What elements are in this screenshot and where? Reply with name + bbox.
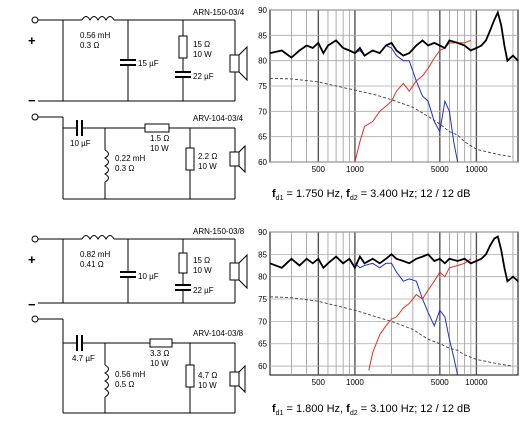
y-tick-label: 75 — [258, 82, 267, 91]
l2-res-label: 0.5 Ω — [115, 380, 134, 389]
l1-res-label: 0.41 Ω — [80, 260, 104, 269]
series-line-tweeter-section — [354, 39, 471, 163]
c-series-label: 10 µF — [70, 139, 91, 148]
x-tick-label: 10000 — [465, 165, 488, 174]
schematic-labels: + − 0.82 mH 0.41 Ω 10 µF 15 Ω 10 W 22 µF… — [28, 227, 245, 390]
y-tick-label: 70 — [258, 317, 267, 326]
y-tick-label: 60 — [258, 362, 267, 371]
crossover-frequency-caption: fd1 = 1.800 Hz, fd2 = 3.100 Hz; 12 / 12 … — [272, 403, 470, 417]
y-tick-label: 85 — [258, 250, 267, 259]
series-line-woofer-section — [354, 262, 459, 376]
frequency-response-chart: 60 65 70 75 80 85 90 500 1000 5000 10000 — [258, 228, 519, 387]
l2-value-label: 0.22 mH — [115, 154, 145, 163]
tweeter-model-label: ARN-150-03/8 — [193, 227, 245, 236]
schematic-labels: + − 0.56 mH 0.3 Ω 15 µF 15 Ω 10 W 22 µF … — [28, 8, 245, 173]
inductor-l2 — [103, 149, 109, 183]
c-shunt-label: 10 µF — [138, 272, 159, 281]
resistor-series — [144, 123, 170, 133]
series-line-tweeter-section — [368, 258, 472, 371]
series-line-impedance — [269, 296, 514, 367]
panel-svg: + − 0.82 mH 0.41 Ω 10 µF 15 Ω 10 W 22 µF… — [28, 227, 519, 417]
l1-res-label: 0.3 Ω — [80, 41, 99, 50]
r-load-value-label: 2.2 Ω — [198, 152, 217, 161]
y-tick-label: 80 — [258, 273, 267, 282]
y-tick-label: 90 — [258, 6, 267, 15]
woofer-speaker-icon — [229, 151, 240, 167]
y-tick-label: 75 — [258, 295, 267, 304]
crossover-panel-4ohm: + − 0.56 mH 0.3 Ω 15 µF 15 Ω 10 W 22 µF … — [0, 0, 532, 215]
r-series-power-label: 10 W — [150, 359, 169, 368]
r-load-value-label: 4.7 Ω — [198, 371, 217, 380]
woofer-model-label: ARV-104-03/4 — [193, 114, 244, 123]
y-tick-label: 90 — [258, 228, 267, 237]
r-load-power-label: 10 W — [198, 162, 217, 171]
c-bypass-label: 22 µF — [193, 286, 214, 295]
r-series-value-label: 3.3 Ω — [150, 349, 169, 358]
r-load-power-label: 10 W — [198, 381, 217, 390]
input-minus-terminal — [31, 113, 39, 121]
c-bypass-label: 22 µF — [193, 72, 214, 81]
crossover-schematic — [31, 16, 248, 200]
r-series-power-label: 10 W — [150, 144, 169, 153]
x-tick-label: 1000 — [346, 378, 364, 387]
minus-sign: − — [28, 93, 36, 108]
series-line-total — [269, 235, 519, 283]
tweeter-model-label: ARN-150-03/4 — [193, 8, 245, 17]
x-tick-label: 10000 — [465, 378, 488, 387]
r-att-power-label: 10 W — [193, 266, 212, 275]
plus-sign: + — [28, 252, 36, 267]
y-tick-label: 80 — [258, 57, 267, 66]
woofer-model-label: ARV-104-03/8 — [193, 329, 244, 338]
series-line-total — [269, 9, 519, 63]
x-tick-label: 500 — [312, 378, 326, 387]
l2-value-label: 0.56 mH — [115, 370, 145, 379]
l1-value-label: 0.56 mH — [80, 31, 110, 40]
input-plus-terminal — [31, 16, 39, 24]
y-tick-label: 70 — [258, 107, 267, 116]
y-tick-label: 65 — [258, 133, 267, 142]
resistor-series — [149, 338, 173, 348]
inductor-l1 — [81, 235, 115, 241]
l2-res-label: 0.3 Ω — [115, 164, 134, 173]
input-minus-terminal — [31, 315, 39, 323]
r-att-power-label: 10 W — [193, 50, 212, 59]
c-shunt-label: 15 µF — [138, 59, 159, 68]
inductor-l2 — [103, 364, 109, 398]
crossover-schematic — [31, 235, 248, 414]
crossover-frequency-caption: fd1 = 1.750 Hz, fd2 = 3.400 Hz; 12 / 12 … — [272, 188, 470, 202]
frequency-response-chart: 60 65 70 75 80 85 90 500 1000 5000 10000 — [258, 6, 519, 174]
tweeter-speaker-icon — [229, 54, 240, 73]
x-tick-label: 5000 — [431, 165, 449, 174]
tweeter-speaker-icon — [229, 262, 240, 281]
y-tick-label: 60 — [258, 158, 267, 167]
x-tick-label: 5000 — [431, 378, 449, 387]
plot-area — [269, 231, 519, 376]
resistor-load — [185, 147, 195, 171]
resistor-load — [185, 364, 195, 388]
c-series-label: 4.7 µF — [72, 354, 95, 363]
y-tick-label: 85 — [258, 31, 267, 40]
series-line-impedance — [269, 77, 514, 158]
crossover-panel-8ohm: + − 0.82 mH 0.41 Ω 10 µF 15 Ω 10 W 22 µF… — [0, 215, 532, 430]
resistor-attenuator — [178, 35, 188, 59]
r-att-value-label: 15 Ω — [193, 256, 210, 265]
panel-svg: + − 0.56 mH 0.3 Ω 15 µF 15 Ω 10 W 22 µF … — [28, 6, 519, 202]
input-plus-terminal — [31, 235, 39, 243]
r-series-value-label: 1.5 Ω — [150, 134, 169, 143]
inductor-l1 — [81, 16, 115, 22]
minus-sign: − — [28, 297, 36, 312]
y-tick-label: 65 — [258, 340, 267, 349]
x-tick-label: 1000 — [346, 165, 364, 174]
resistor-attenuator — [178, 252, 188, 274]
woofer-speaker-icon — [229, 371, 240, 387]
plus-sign: + — [28, 33, 36, 48]
x-tick-label: 500 — [312, 165, 326, 174]
l1-value-label: 0.82 mH — [80, 250, 110, 259]
r-att-value-label: 15 Ω — [193, 40, 210, 49]
